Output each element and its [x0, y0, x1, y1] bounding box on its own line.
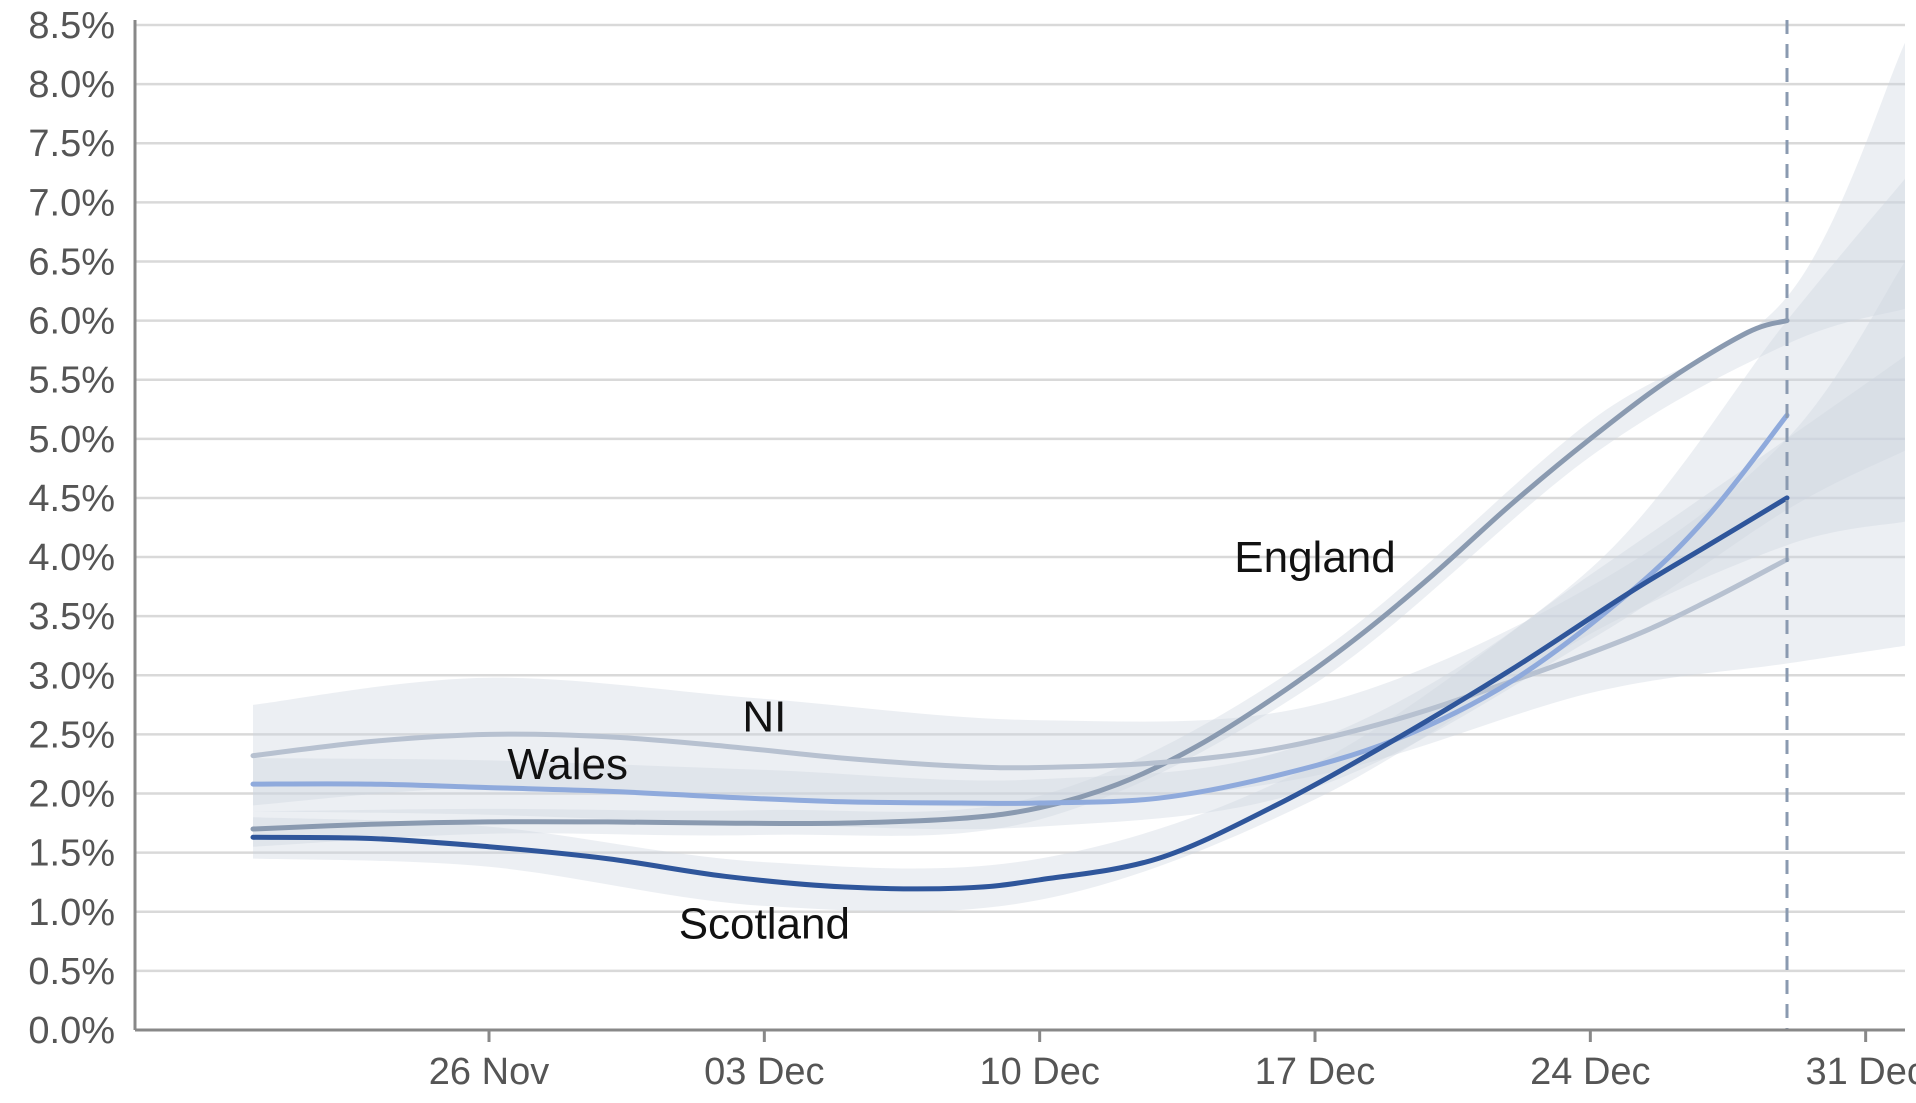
y-tick-label: 3.5% [28, 596, 115, 638]
confidence-band-england [253, 42, 1905, 847]
x-tick-label: 24 Dec [1530, 1051, 1650, 1093]
y-tick-label: 3.0% [28, 655, 115, 697]
y-tick-label: 1.5% [28, 833, 115, 875]
series-label-ni: NI [742, 693, 786, 742]
y-tick-label: 7.5% [28, 123, 115, 165]
confidence-band-wales [253, 178, 1905, 830]
series-line-ni [250, 556, 1790, 771]
series-label-england: England [1234, 533, 1395, 582]
series-label-wales: Wales [507, 740, 628, 789]
confidence-band-ni [253, 261, 1905, 807]
x-tick-label: 26 Nov [429, 1051, 549, 1093]
y-tick-label: 5.5% [28, 360, 115, 402]
gridlines [135, 23, 1905, 973]
x-tick-label: 03 Dec [704, 1051, 824, 1093]
y-tick-label: 4.0% [28, 537, 115, 579]
axes [133, 20, 1905, 1042]
series-lines [250, 318, 1790, 892]
x-tick-label: 31 Dec [1805, 1051, 1916, 1093]
y-tick-label: 7.0% [28, 182, 115, 224]
x-axis-tick-labels: 26 Nov 03 Dec 10 Dec 17 Dec 24 Dec 31 Dec [429, 1051, 1916, 1093]
y-tick-label: 8.0% [28, 64, 115, 106]
series-line-scotland [250, 495, 1790, 892]
y-tick-label: 2.0% [28, 774, 115, 816]
series-label-scotland: Scotland [679, 900, 850, 949]
y-tick-label: 1.0% [28, 892, 115, 934]
series-line-wales [250, 412, 1790, 806]
x-tick-label: 10 Dec [979, 1051, 1099, 1093]
confidence-bands [253, 42, 1905, 912]
y-tick-label: 0.0% [28, 1010, 115, 1052]
y-tick-label: 0.5% [28, 951, 115, 993]
y-tick-label: 4.5% [28, 478, 115, 520]
x-tick-label: 17 Dec [1255, 1051, 1375, 1093]
y-tick-label: 2.5% [28, 714, 115, 756]
series-annotations: England NI Wales Scotland [507, 533, 1395, 949]
y-tick-label: 8.5% [28, 5, 115, 47]
y-tick-label: 6.5% [28, 241, 115, 283]
y-tick-label: 6.0% [28, 301, 115, 343]
series-line-england [250, 318, 1790, 832]
y-axis-tick-labels: 0.0% 0.5% 1.0% 1.5% 2.0% 2.5% 3.0% 3.5% 4.0% 4.5%… [28, 5, 115, 1052]
y-tick-label: 5.0% [28, 419, 115, 461]
